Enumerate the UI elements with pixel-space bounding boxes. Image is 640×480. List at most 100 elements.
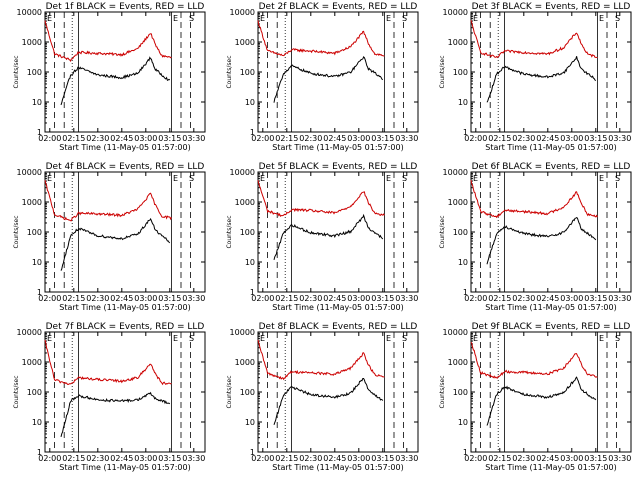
y-axis-label: Counts/sec [226, 55, 233, 88]
y-tick-label: 10 [245, 258, 255, 267]
x-tick-label: 03:30 [395, 134, 418, 143]
x-tick-label: 02:30 [512, 454, 535, 463]
marker-label: E [599, 174, 604, 183]
series-line-lld [257, 339, 385, 381]
marker-label: E [599, 14, 604, 23]
y-tick-label: 10000 [443, 328, 468, 337]
x-tick-label: 03:30 [395, 454, 418, 463]
x-tick-label: 03:15 [584, 134, 607, 143]
y-tick-label: 10000 [230, 8, 255, 17]
y-tick-label: 100 [27, 68, 42, 77]
y-tick-label: 1000 [22, 198, 42, 207]
y-tick-label: 10000 [443, 8, 468, 17]
marker-label: E [260, 14, 265, 23]
x-tick-label: 03:15 [371, 134, 394, 143]
y-tick-label: 10 [458, 418, 468, 427]
x-tick-label: 02:15 [62, 134, 85, 143]
y-tick-label: 1 [37, 448, 42, 457]
y-tick-label: 100 [27, 228, 42, 237]
chart-panel-3: Det 3f BLACK = Events, RED = LLD 1 10 100 10… [439, 2, 632, 152]
y-tick-label: 1 [37, 288, 42, 297]
series-line-events [273, 213, 384, 261]
chart-panel-2: Det 2f BLACK = Events, RED = LLD 1 10 100 10… [226, 2, 419, 152]
chart-panel-5: Det 5f BLACK = Events, RED = LLD 1 10 100 10… [226, 162, 419, 312]
marker-label: E [599, 334, 604, 343]
marker-label: S [402, 334, 407, 343]
y-tick-label: 1 [37, 128, 42, 137]
y-tick-label: 1 [463, 448, 468, 457]
x-tick-label: 03:00 [560, 294, 583, 303]
y-tick-label: 10000 [17, 168, 42, 177]
x-axis-label: Start Time (11-May-05 01:57:00) [272, 463, 403, 472]
y-axis-label: Counts/sec [439, 215, 446, 248]
x-tick-label: 03:15 [371, 294, 394, 303]
x-tick-label: 02:15 [488, 454, 511, 463]
chart-title: Det 1f BLACK = Events, RED = LLD [46, 2, 205, 12]
y-axis-label: Counts/sec [13, 375, 20, 408]
y-tick-label: 10 [458, 98, 468, 107]
x-tick-label: 02:00 [38, 454, 61, 463]
x-tick-label: 03:00 [134, 134, 157, 143]
marker-label: E [47, 174, 52, 183]
series-line-events [486, 216, 597, 265]
y-tick-label: 100 [453, 388, 468, 397]
chart-panel-7: Det 7f BLACK = Events, RED = LLD 1 10 100 10… [13, 322, 206, 472]
x-axis-label: Start Time (11-May-05 01:57:00) [59, 303, 190, 312]
x-tick-label: 02:00 [38, 294, 61, 303]
x-tick-label: 03:15 [371, 454, 394, 463]
chart-title: Det 3f BLACK = Events, RED = LLD [472, 2, 631, 12]
x-axis-label: Start Time (11-May-05 01:57:00) [59, 143, 190, 152]
chart-panel-8: Det 8f BLACK = Events, RED = LLD 1 10 100 10… [226, 322, 419, 472]
x-tick-label: 03:00 [347, 134, 370, 143]
series-line-lld [470, 341, 598, 379]
x-tick-label: 03:15 [584, 294, 607, 303]
x-tick-label: 03:30 [182, 294, 205, 303]
chart-title: Det 5f BLACK = Events, RED = LLD [259, 162, 418, 172]
y-tick-label: 10000 [17, 8, 42, 17]
marker-label: E [386, 14, 391, 23]
y-tick-label: 10 [32, 98, 42, 107]
x-tick-label: 02:15 [275, 294, 298, 303]
y-tick-label: 100 [240, 68, 255, 77]
y-tick-label: 1000 [235, 38, 255, 47]
y-tick-label: 100 [27, 388, 42, 397]
chart-title: Det 8f BLACK = Events, RED = LLD [259, 322, 418, 332]
x-tick-label: 02:45 [536, 294, 559, 303]
marker-label: S [615, 14, 620, 23]
series-line-events [273, 56, 384, 103]
x-tick-label: 02:00 [38, 134, 61, 143]
y-tick-label: 1 [463, 288, 468, 297]
marker-label: E [173, 334, 178, 343]
x-tick-label: 02:45 [536, 134, 559, 143]
y-tick-label: 1000 [235, 198, 255, 207]
y-tick-label: 1 [250, 288, 255, 297]
y-tick-label: 1000 [22, 38, 42, 47]
y-tick-label: 1 [250, 128, 255, 137]
series-line-lld [44, 180, 172, 222]
x-tick-label: 03:30 [608, 294, 631, 303]
y-tick-label: 1000 [235, 358, 255, 367]
x-tick-label: 03:15 [158, 454, 181, 463]
x-tick-label: 03:30 [182, 134, 205, 143]
marker-label: S [189, 334, 194, 343]
x-tick-label: 02:30 [299, 134, 322, 143]
x-tick-label: 02:45 [536, 454, 559, 463]
chart-title: Det 4f BLACK = Events, RED = LLD [46, 162, 205, 172]
marker-label: S [189, 174, 194, 183]
series-line-events [486, 56, 597, 103]
x-tick-label: 02:00 [464, 134, 487, 143]
x-tick-label: 02:45 [323, 294, 346, 303]
x-tick-label: 02:15 [62, 454, 85, 463]
marker-label: S [615, 174, 620, 183]
marker-label: E [260, 334, 265, 343]
marker-label: E [260, 174, 265, 183]
marker-label: S [615, 334, 620, 343]
y-tick-label: 100 [240, 228, 255, 237]
x-tick-label: 03:30 [608, 134, 631, 143]
x-tick-label: 02:45 [323, 134, 346, 143]
chart-panel-4: Det 4f BLACK = Events, RED = LLD 1 10 100 10… [13, 162, 206, 312]
y-tick-label: 10 [32, 418, 42, 427]
y-axis-label: Counts/sec [13, 215, 20, 248]
marker-label: E [47, 14, 52, 23]
